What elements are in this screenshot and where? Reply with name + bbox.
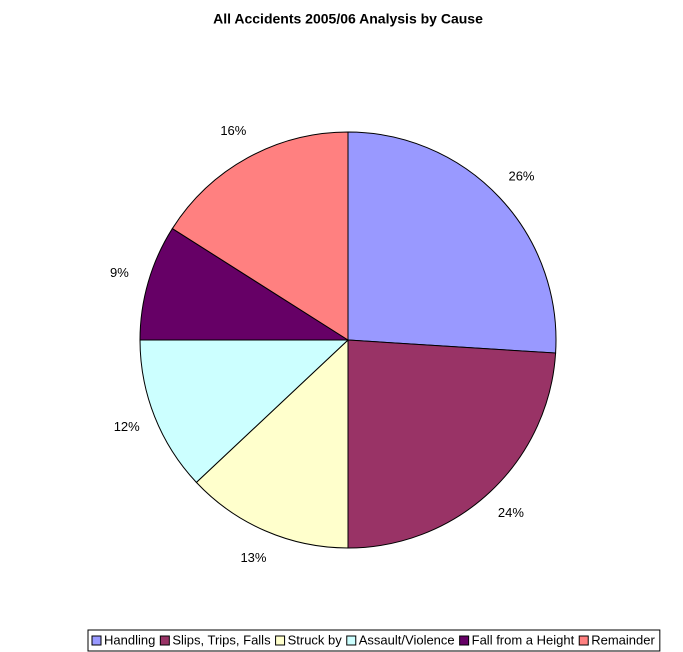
- legend-swatch: [275, 635, 286, 646]
- data-label: 12%: [114, 419, 140, 434]
- data-label: 24%: [498, 505, 524, 520]
- pie-slice: [195, 338, 349, 549]
- legend-swatch: [91, 635, 102, 646]
- legend-label: Handling: [104, 632, 155, 647]
- chart-title: All Accidents 2005/06 Analysis by Cause: [213, 11, 483, 27]
- legend-label: Slips, Trips, Falls: [172, 632, 271, 647]
- pie-slice: [171, 131, 349, 341]
- pie-slice: [139, 227, 350, 341]
- data-label: 9%: [110, 265, 129, 280]
- legend-label: Struck by: [288, 632, 343, 647]
- legend-swatch: [346, 635, 357, 646]
- pie-slice: [347, 131, 557, 354]
- data-label: 16%: [220, 123, 246, 138]
- data-label: 13%: [240, 550, 266, 565]
- legend-swatch: [578, 635, 589, 646]
- data-label: 26%: [508, 169, 534, 184]
- legend: [87, 629, 661, 652]
- legend-label: Fall from a Height: [472, 632, 575, 647]
- legend-swatch: [159, 635, 170, 646]
- legend-label: Assault/Violence: [359, 632, 455, 647]
- pie: 26% 24% 13% 12% 9% 16%: [110, 123, 557, 565]
- legend-label: Remainder: [591, 632, 655, 647]
- pie-slice: [347, 339, 557, 549]
- pie-slice: [139, 339, 350, 484]
- legend-swatch: [459, 635, 470, 646]
- legend-items: Handling Slips, Trips, Falls Struck by Assa…: [91, 632, 655, 647]
